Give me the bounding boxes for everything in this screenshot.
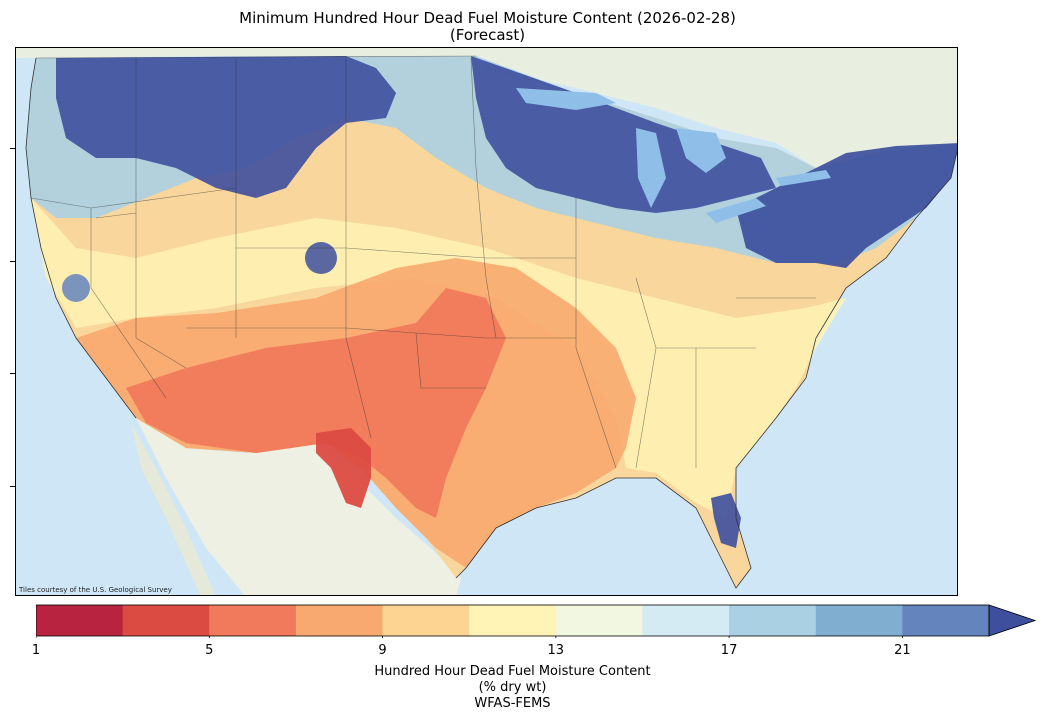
colorbar-tick-label: 9 bbox=[378, 643, 387, 658]
lake-huron bbox=[676, 128, 726, 173]
baja-land bbox=[131, 423, 216, 595]
moisture-spot-sierra bbox=[62, 274, 90, 302]
moisture-band-3-5 bbox=[316, 428, 371, 508]
colorbar-bin bbox=[469, 605, 557, 636]
colorbar-tick-label: 17 bbox=[720, 643, 738, 658]
colorbar-outline bbox=[35, 604, 990, 637]
map-panel[interactable] bbox=[15, 47, 958, 596]
y-tick bbox=[10, 261, 15, 262]
colorbar-tick-label: 1 bbox=[31, 643, 41, 658]
colorbar-bin bbox=[902, 605, 990, 636]
map-title-line1: Minimum Hundred Hour Dead Fuel Moisture … bbox=[239, 9, 736, 27]
colorbar-bar bbox=[35, 604, 1037, 639]
colorbar-bin bbox=[209, 605, 297, 636]
moisture-spot-colorado bbox=[305, 242, 337, 274]
colorbar-bin bbox=[729, 605, 817, 636]
moisture-band-21-plus-northeast bbox=[736, 143, 957, 268]
west-coastline bbox=[25, 57, 137, 419]
state-borders bbox=[30, 55, 816, 469]
canada-land bbox=[16, 48, 957, 168]
moisture-band-11-15 bbox=[31, 198, 846, 518]
map-title-line2: (Forecast) bbox=[449, 26, 526, 44]
colorbar-bin bbox=[815, 605, 903, 636]
y-tick bbox=[10, 373, 15, 374]
moisture-band-21-plus-florida bbox=[711, 493, 741, 548]
moisture-band-21-plus-north bbox=[56, 56, 396, 198]
colorbar-tick-label: 13 bbox=[547, 643, 565, 658]
map-attribution: Tiles courtesy of the U.S. Geological Su… bbox=[19, 586, 172, 594]
colorbar-bin bbox=[122, 605, 210, 636]
colorbar bbox=[35, 604, 1038, 642]
colorbar-bin bbox=[382, 605, 470, 636]
lake-erie bbox=[706, 198, 766, 223]
colorbar-label-line3: WFAS-FEMS bbox=[474, 696, 551, 711]
lake-superior bbox=[516, 88, 616, 110]
colorbar-bin bbox=[642, 605, 730, 636]
colorbar-tick-label: 21 bbox=[894, 643, 911, 658]
east-gulf-coastline bbox=[455, 149, 957, 589]
moisture-map bbox=[16, 48, 957, 595]
y-tick bbox=[10, 486, 15, 487]
mexico-land bbox=[136, 418, 461, 595]
colorbar-bin bbox=[555, 605, 643, 636]
lake-michigan bbox=[636, 128, 666, 208]
colorbar-bin bbox=[36, 605, 124, 636]
colorbar-label-line1: Hundred Hour Dead Fuel Moisture Content bbox=[374, 664, 651, 679]
moisture-band-5-7 bbox=[126, 288, 506, 518]
colorbar-extend-arrow bbox=[988, 604, 1037, 637]
colorbar-label-line2: (% dry wt) bbox=[478, 680, 547, 695]
colorbar-tick-label: 5 bbox=[205, 643, 214, 658]
lake-ontario bbox=[776, 170, 831, 186]
colorbar-bin bbox=[295, 605, 384, 636]
y-tick bbox=[10, 148, 15, 149]
